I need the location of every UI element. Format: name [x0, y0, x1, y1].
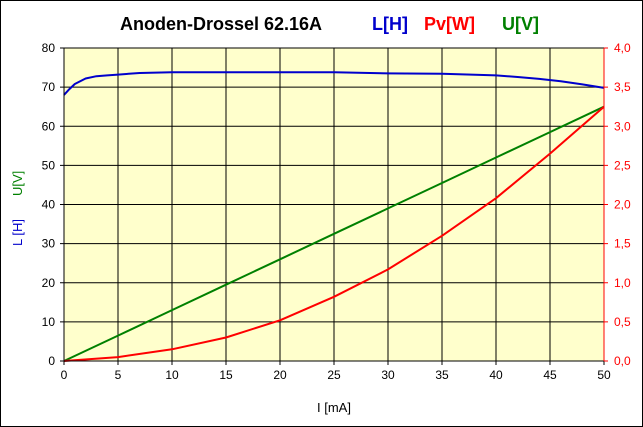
x-tick-label: 15	[219, 368, 233, 382]
y-left-tick-label: 80	[42, 41, 56, 55]
legend-entry-l: L[H]	[372, 14, 408, 34]
legend-entry-pv: Pv[W]	[424, 14, 475, 34]
y-right-tick-label: 2,5	[614, 158, 631, 172]
y-right-tick-label: 0,5	[614, 315, 631, 329]
legend-entry-u: U[V]	[502, 14, 539, 34]
y-left-tick-label: 50	[42, 158, 56, 172]
y-left-tick-label: 0	[48, 354, 55, 368]
y-axis-label-u: U[V]	[10, 171, 25, 196]
series-line-l-h	[63, 71, 605, 96]
y-left-tick-label: 70	[42, 80, 56, 94]
y-axis-label-l: L [H]	[10, 219, 25, 246]
x-tick-label: 45	[543, 368, 557, 382]
y-right-tick-label: 3,5	[614, 80, 631, 94]
y-left-tick-label: 30	[42, 237, 56, 251]
y-right-tick-label: 3,0	[614, 119, 631, 133]
y-right-tick-label: 4,0	[614, 41, 631, 55]
y-left-tick-label: 60	[42, 119, 56, 133]
series-line-u-v	[63, 105, 605, 362]
chart-title: Anoden-Drossel 62.16A	[120, 14, 322, 34]
grid	[64, 48, 604, 361]
x-tick-label: 5	[115, 368, 122, 382]
y-right-tick-label: 1,5	[614, 237, 631, 251]
x-tick-label: 30	[381, 368, 395, 382]
x-tick-label: 0	[61, 368, 68, 382]
x-tick-label: 20	[273, 368, 287, 382]
y-left-tick-label: 10	[42, 315, 56, 329]
x-tick-label: 10	[165, 368, 179, 382]
series-layer	[63, 71, 605, 362]
x-tick-label: 50	[597, 368, 611, 382]
series-line-pv-w	[63, 105, 605, 362]
y-right-tick-label: 1,0	[614, 276, 631, 290]
x-tick-label: 35	[435, 368, 449, 382]
y-left-tick-label: 40	[42, 198, 56, 212]
x-tick-label: 25	[327, 368, 341, 382]
y-right-tick-label: 2,0	[614, 198, 631, 212]
x-axis-label: I [mA]	[317, 400, 351, 415]
y-right-tick-label: 0,0	[614, 354, 631, 368]
y-left-tick-label: 20	[42, 276, 56, 290]
x-tick-label: 40	[489, 368, 503, 382]
ticks: 0 5 10 15 20 25 30 35 40 45 50 0 10 20 30 40 50 60 70 80 0,0…	[42, 41, 631, 382]
